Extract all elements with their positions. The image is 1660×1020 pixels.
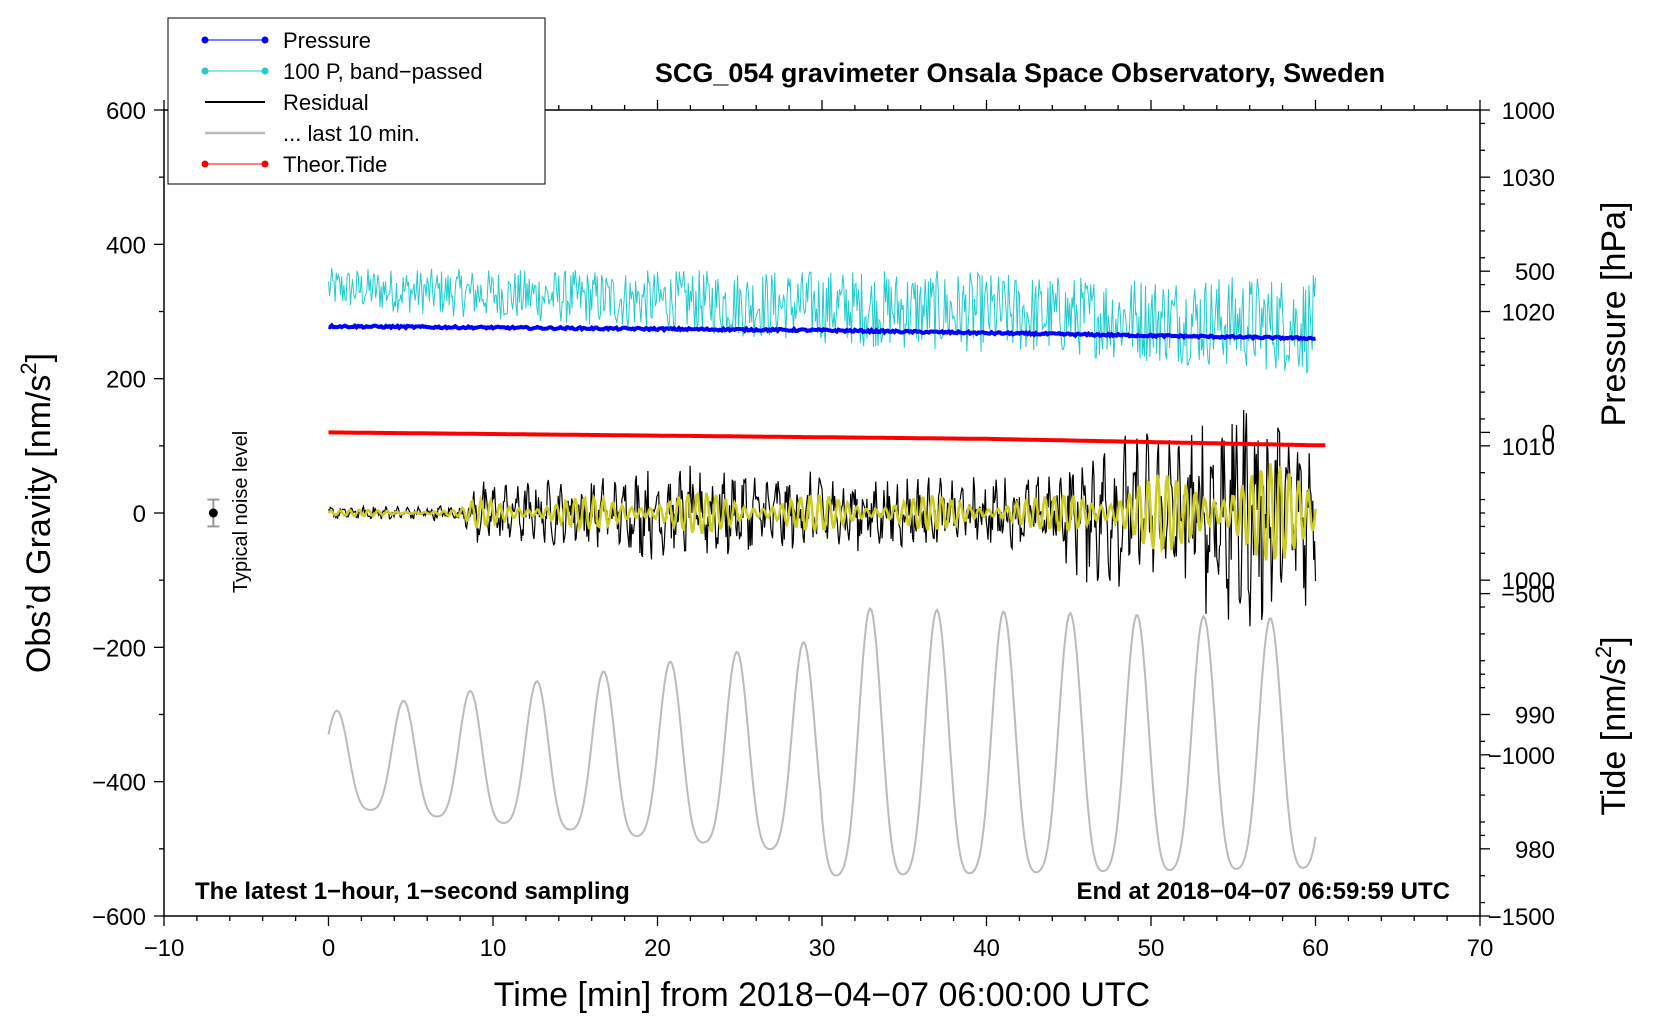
y-left-tick-label: 200 bbox=[106, 367, 146, 394]
legend: Pressure 100 P, band−passed Residual ... la… bbox=[167, 17, 546, 185]
y-left-tick-label: 600 bbox=[106, 98, 146, 125]
series-band-passed-line bbox=[328, 267, 1316, 374]
y-left-tick-label: −600 bbox=[92, 904, 146, 931]
x-tick-label: 50 bbox=[1138, 935, 1165, 962]
pressure-tick-label: 990 bbox=[1515, 703, 1555, 730]
y-axis-label-left: Obs’d Gravity [nm/s2] bbox=[16, 353, 58, 673]
tide-tick-label: −1500 bbox=[1488, 904, 1555, 931]
x-tick-label: 60 bbox=[1302, 935, 1329, 962]
tide-tick-label: −500 bbox=[1501, 582, 1555, 609]
y-left-tick-label: 0 bbox=[133, 501, 146, 528]
tide-axis-label-main: Tide [nm/s bbox=[1595, 658, 1633, 815]
legend-label: Pressure bbox=[283, 28, 371, 53]
annotation-latest: The latest 1−hour, 1−second sampling bbox=[195, 878, 630, 905]
annotation-end: End at 2018−04−07 06:59:59 UTC bbox=[1076, 878, 1450, 905]
legend-marker bbox=[261, 160, 269, 168]
tide-axis-label: Tide [nm/s2] bbox=[1591, 636, 1633, 815]
series-layer bbox=[327, 267, 1326, 877]
pressure-tick-label: 980 bbox=[1515, 837, 1555, 864]
tide-tick-label: 500 bbox=[1515, 259, 1555, 286]
noise-point bbox=[208, 508, 218, 518]
y-left-tick-label: −200 bbox=[92, 635, 146, 662]
series-theor-tide-line bbox=[328, 430, 1326, 448]
x-tick-label: −10 bbox=[144, 935, 185, 962]
series-last-10-min-line bbox=[327, 606, 1317, 877]
x-axis-label: Time [min] from 2018−04−07 06:00:00 UTC bbox=[494, 976, 1150, 1014]
legend-label: 100 P, band−passed bbox=[283, 59, 483, 84]
y-axis-label-left-end: ] bbox=[20, 353, 58, 362]
y-axis-label-left-main: Obs’d Gravity [nm/s bbox=[20, 375, 58, 674]
legend-label: Residual bbox=[283, 90, 369, 115]
pressure-tick-label: 1020 bbox=[1502, 300, 1555, 327]
legend-marker bbox=[261, 36, 269, 44]
legend-label: Theor.Tide bbox=[283, 152, 387, 177]
chart-title: SCG_054 gravimeter Onsala Space Observat… bbox=[655, 58, 1385, 88]
x-tick-label: 30 bbox=[809, 935, 836, 962]
pressure-tick-label: 1010 bbox=[1502, 434, 1555, 461]
legend-marker bbox=[201, 36, 209, 44]
noise-level-label: Typical noise level bbox=[230, 431, 252, 593]
series-pressure-line bbox=[328, 322, 1316, 342]
x-tick-label: 40 bbox=[973, 935, 1000, 962]
tide-tick-label: −1000 bbox=[1488, 743, 1555, 770]
pressure-tick-label: 1000 bbox=[1502, 568, 1555, 595]
x-tick-label: 70 bbox=[1467, 935, 1494, 962]
series-residual-filtered-line bbox=[327, 463, 1317, 561]
legend-marker bbox=[201, 160, 209, 168]
tide-axis-label-end: ] bbox=[1595, 636, 1633, 645]
x-tick-label: 0 bbox=[322, 935, 335, 962]
pressure-axis-label: Pressure [hPa] bbox=[1595, 202, 1633, 427]
noise-marker bbox=[207, 498, 220, 528]
x-tick-label: 10 bbox=[480, 935, 507, 962]
legend-label: ... last 10 min. bbox=[283, 121, 420, 146]
y-left-tick-label: −400 bbox=[92, 770, 146, 797]
y-axis-label-left-sup: 2 bbox=[16, 362, 41, 374]
legend-marker bbox=[261, 67, 269, 75]
y-left-tick-label: 400 bbox=[106, 232, 146, 259]
legend-marker bbox=[201, 67, 209, 75]
tide-axis-label-sup: 2 bbox=[1591, 646, 1616, 658]
tide-tick-label: 0 bbox=[1542, 420, 1555, 447]
pressure-tick-label: 1030 bbox=[1502, 165, 1555, 192]
x-tick-label: 20 bbox=[644, 935, 671, 962]
tide-tick-label: 1000 bbox=[1502, 98, 1555, 125]
